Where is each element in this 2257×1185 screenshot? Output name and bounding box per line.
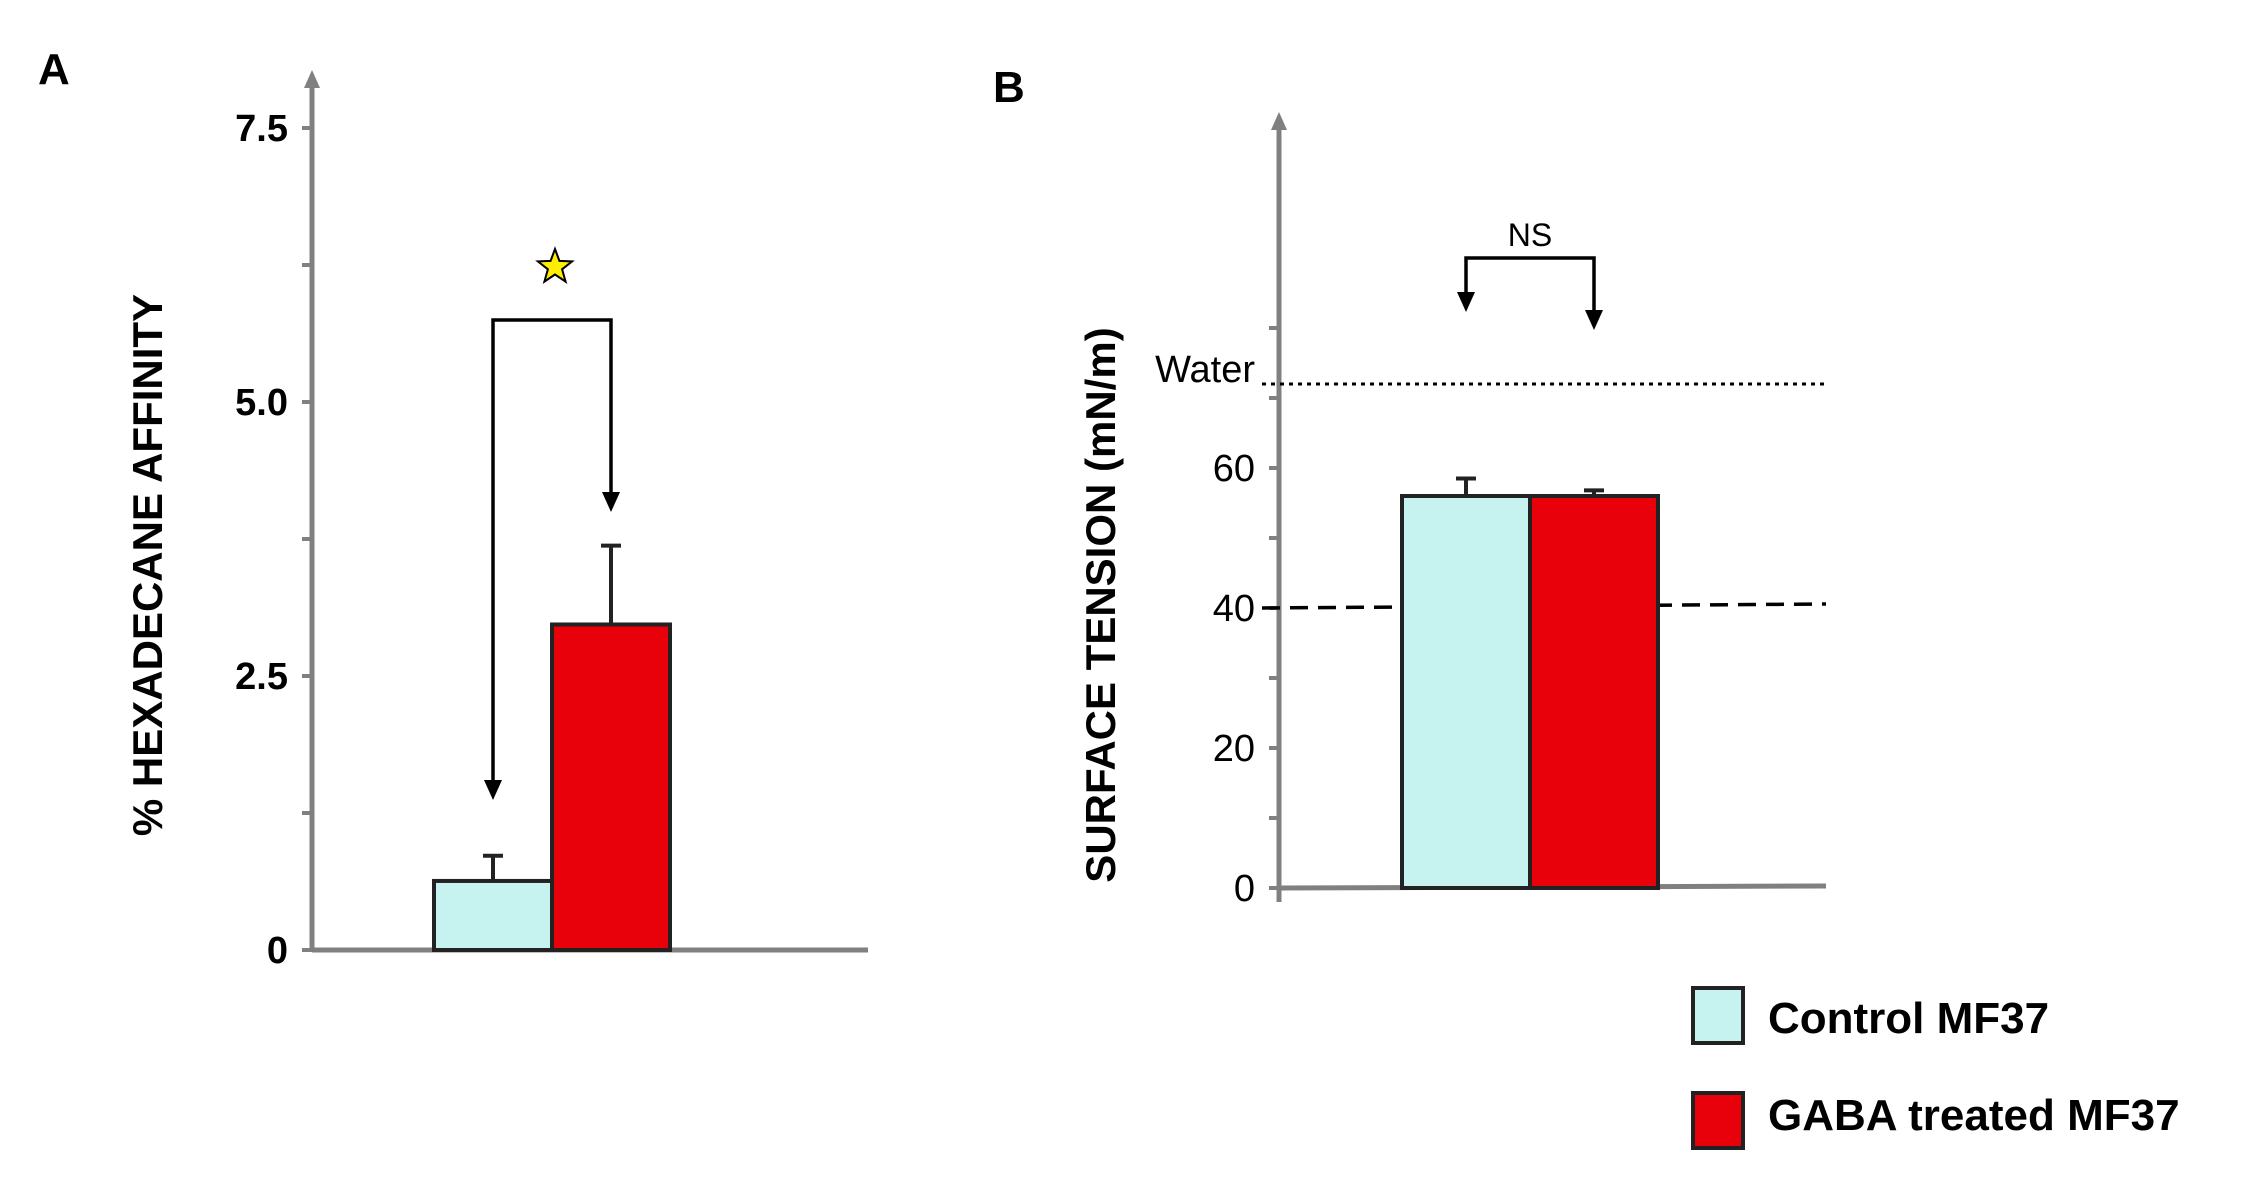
- panel-b-chart: SURFACE TENSION (mN/m) 0 20 40 60 Water NS: [1077, 112, 1827, 910]
- error-bar: [1456, 476, 1476, 496]
- panel-a-chart: % HEXADECANE AFFINITY 0 2.5 5.0 7.5: [124, 70, 868, 972]
- y-tick-label: 0: [1234, 868, 1255, 910]
- panel-a-ylabel: % HEXADECANE AFFINITY: [124, 294, 171, 836]
- significance-bracket: [1464, 256, 1596, 310]
- reference-line-label: Water: [1155, 349, 1255, 391]
- y-tick-label: 20: [1213, 728, 1255, 770]
- bracket-arrowhead: [1457, 292, 1475, 312]
- bracket-arrowhead: [1585, 310, 1603, 330]
- y-tick-label: 5.0: [235, 382, 288, 424]
- bar-control: [1400, 494, 1532, 890]
- bar-gaba: [1528, 494, 1660, 890]
- error-bar: [601, 543, 621, 625]
- legend-swatch-control: [1691, 986, 1745, 1045]
- error-bar: [1584, 488, 1604, 496]
- bar-control: [432, 878, 554, 953]
- y-tick-label: 7.5: [235, 108, 288, 150]
- panel-b-label: B: [993, 63, 1025, 112]
- y-tick-label: 60: [1213, 448, 1255, 490]
- legend-label-gaba: GABA treated MF37: [1768, 1091, 2180, 1140]
- error-bar: [483, 853, 503, 881]
- legend-label-control: Control MF37: [1768, 994, 2049, 1043]
- y-axis-arrow: [1271, 112, 1287, 130]
- panel-a-label: A: [38, 45, 70, 94]
- y-tick-label: 2.5: [235, 656, 288, 698]
- y-axis-arrow: [304, 70, 320, 88]
- y-tick-label: 40: [1213, 588, 1255, 630]
- bracket-arrowhead: [484, 780, 502, 800]
- significance-label: NS: [1508, 217, 1552, 253]
- significance-star-icon: [535, 246, 575, 284]
- panel-b-ylabel: SURFACE TENSION (mN/m): [1077, 327, 1124, 882]
- bracket-arrowhead: [602, 492, 620, 512]
- legend-swatch-gaba: [1691, 1091, 1745, 1150]
- legend: Control MF37 GABA treated MF37: [1691, 986, 2180, 1150]
- y-tick-label: 0: [267, 930, 288, 972]
- significance-bracket: [491, 318, 613, 780]
- bar-gaba: [550, 622, 672, 952]
